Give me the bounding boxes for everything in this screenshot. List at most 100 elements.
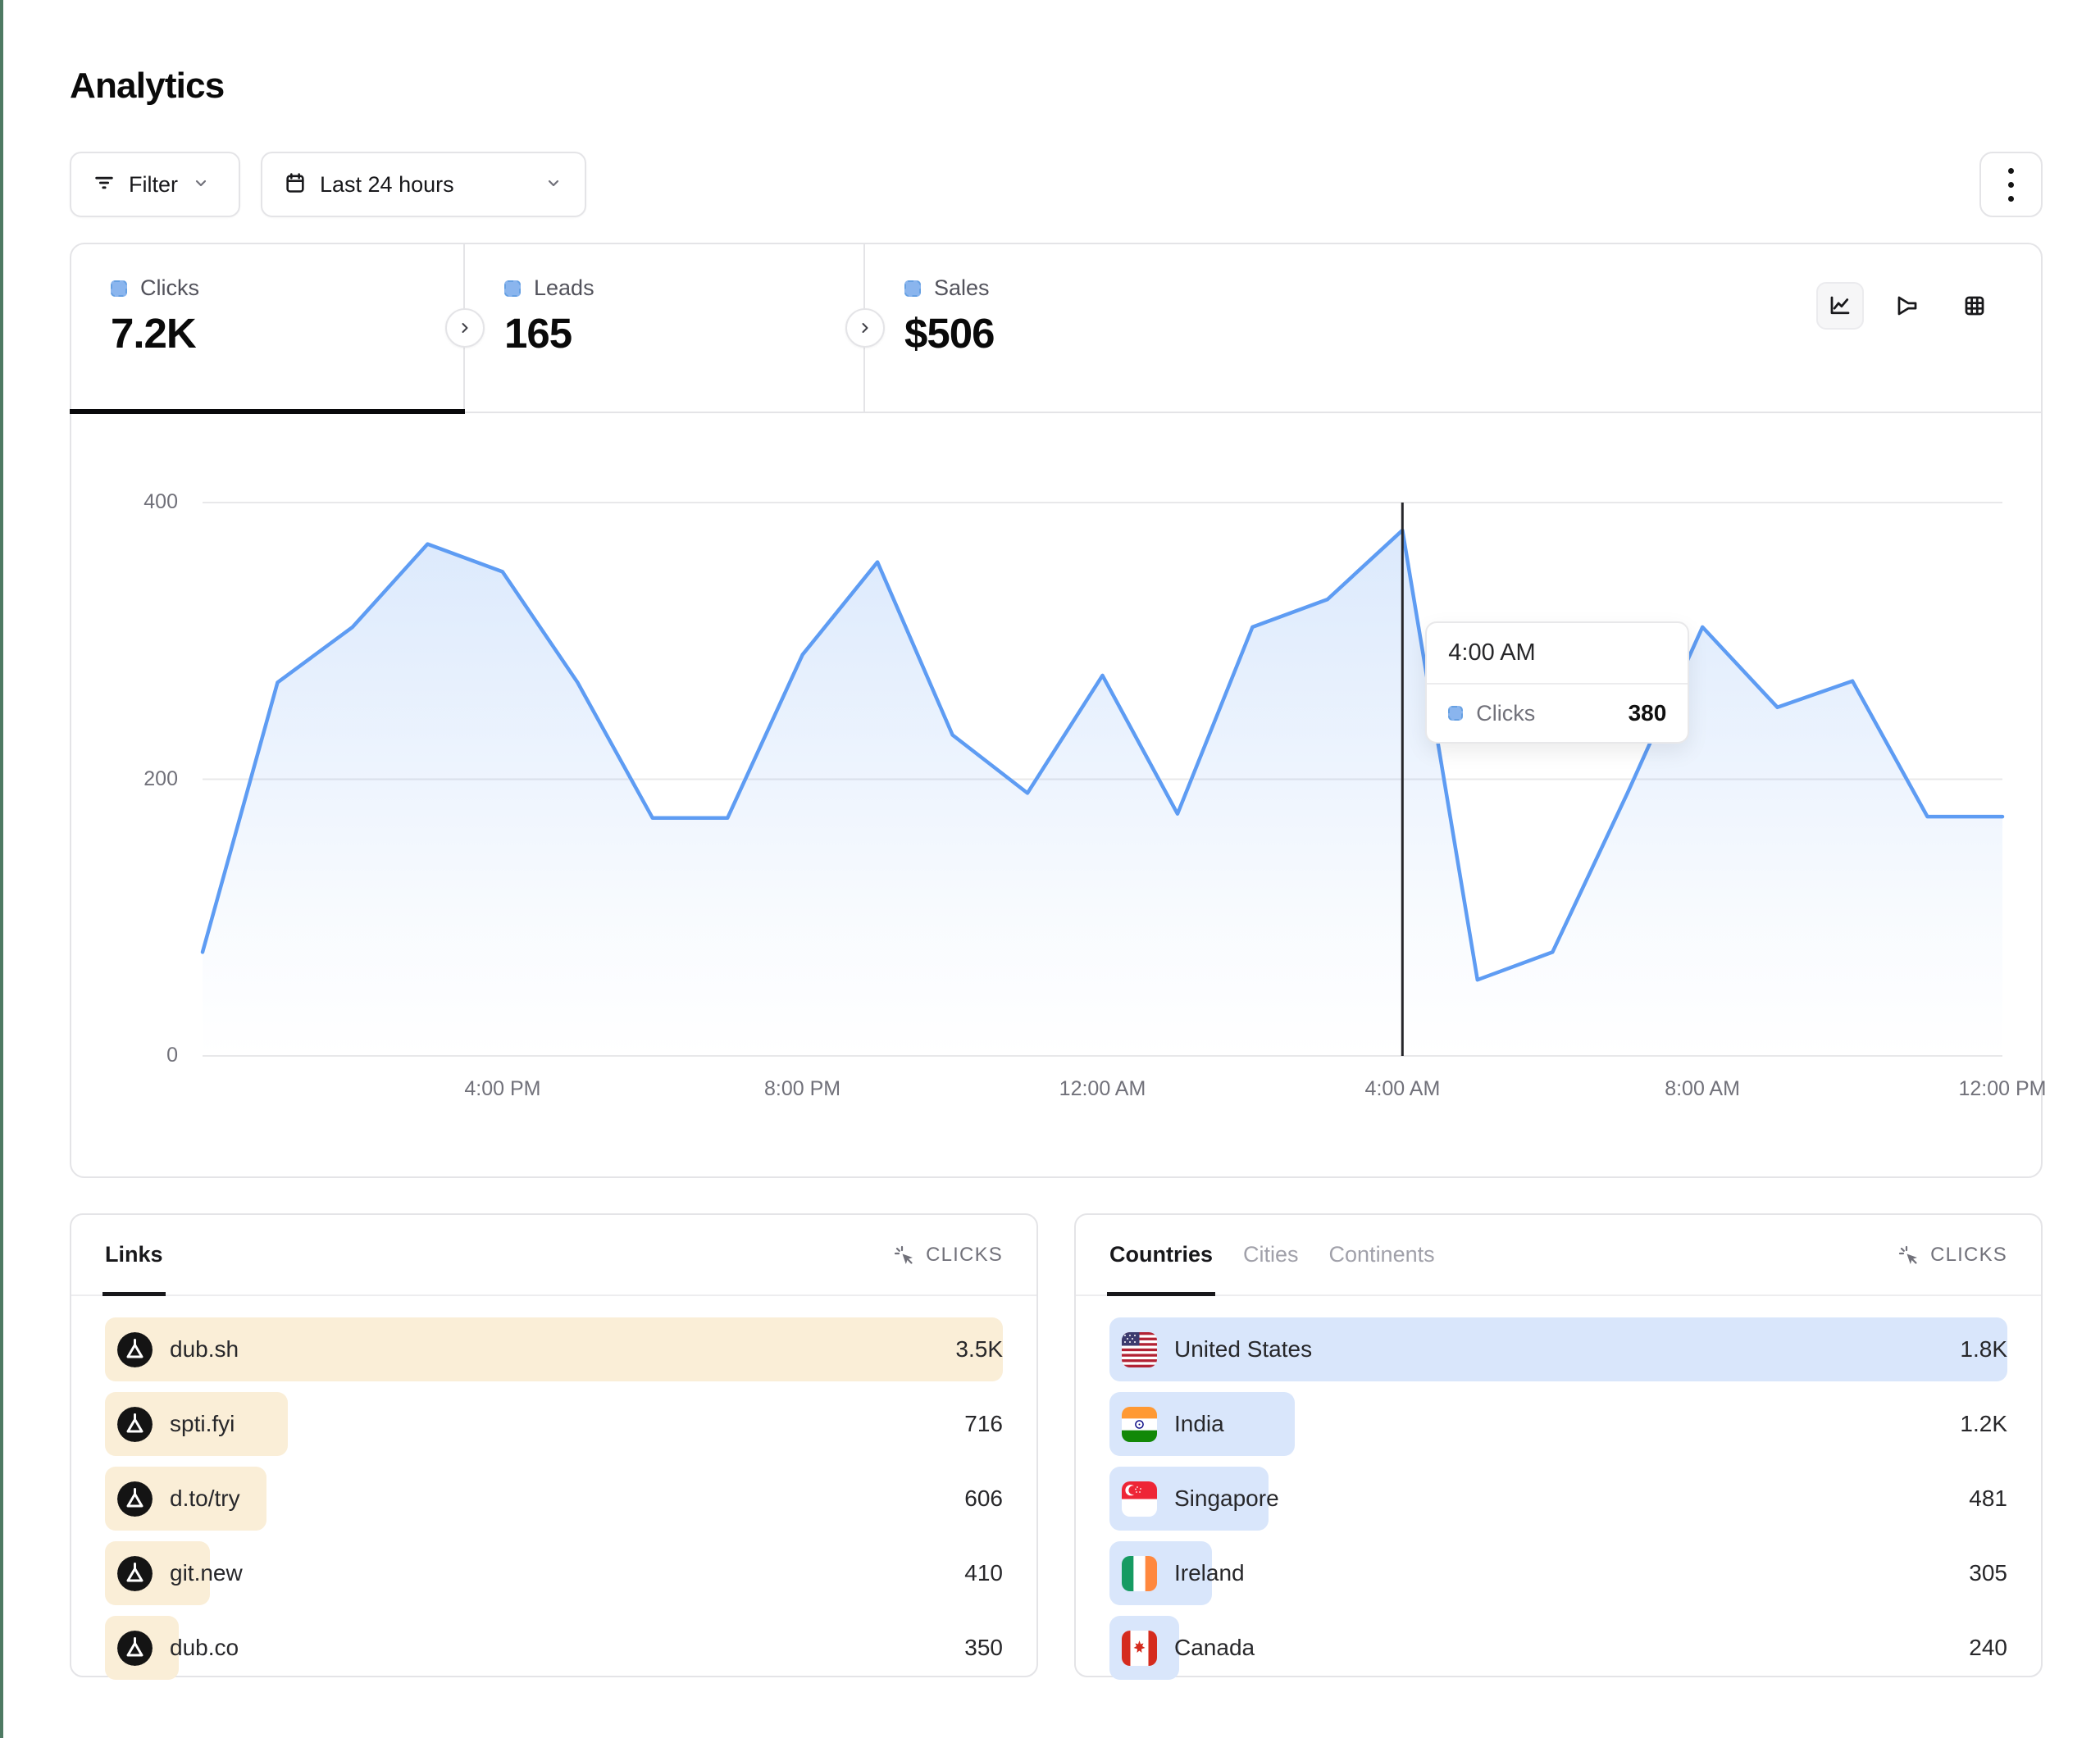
links-list: dub.sh 3.5K spti.fyi 716 d.to/try 606 git.new 4… (71, 1296, 1036, 1680)
line-chart-icon (1830, 296, 1850, 315)
dub-logo-icon (117, 1481, 153, 1517)
x-tick-label: 12:00 AM (1059, 1077, 1146, 1100)
countries-metric-selector[interactable]: CLICKS (1896, 1215, 2007, 1294)
row-label: India (1174, 1411, 1224, 1436)
analytics-card: Clicks 7.2K Leads 165 Sales $506 (70, 243, 2047, 1178)
expand-clicks-button[interactable] (445, 308, 485, 348)
grid-icon (1965, 296, 1984, 316)
list-item[interactable]: United States 1.8K (1109, 1317, 2007, 1381)
y-tick-label: 0 (166, 1044, 178, 1067)
list-item[interactable]: Ireland 305 (1109, 1541, 2007, 1605)
clicks-tab-label: Clicks (140, 275, 199, 300)
tab-links[interactable]: Links (102, 1215, 166, 1296)
chevron-down-icon (191, 173, 211, 197)
filter-button[interactable]: Filter (70, 152, 240, 217)
more-options-button[interactable] (1979, 152, 2043, 217)
list-item[interactable]: spti.fyi 716 (105, 1392, 1003, 1456)
links-panel: Links CLICKS dub.sh 3.5K spti.fyi 716 d.to/t… (70, 1213, 1038, 1680)
calendar-icon (284, 171, 307, 198)
countries-metric-label: CLICKS (1930, 1243, 2007, 1266)
stats-tabs-row: Clicks 7.2K Leads 165 Sales $506 (70, 244, 2041, 414)
kebab-dot (2008, 195, 2014, 202)
flag-icon (1122, 1555, 1157, 1591)
tab-clicks[interactable]: Clicks 7.2K (71, 244, 465, 412)
links-metric-selector[interactable]: CLICKS (891, 1215, 1003, 1294)
tab-leads[interactable]: Leads 165 (465, 244, 865, 412)
row-label: Ireland (1174, 1560, 1245, 1586)
countries-panel: Countries Cities Continents CLICKS Unite… (1074, 1213, 2043, 1680)
row-value: 481 (1969, 1485, 2007, 1511)
chart-plot[interactable] (200, 502, 2005, 1057)
row-label: git.new (170, 1560, 243, 1586)
active-tab-underline (70, 409, 465, 414)
dub-logo-icon (117, 1331, 153, 1367)
list-item[interactable]: dub.co 350 (105, 1616, 1003, 1680)
list-item[interactable]: Singapore 481 (1109, 1467, 2007, 1531)
y-tick-label: 200 (143, 767, 178, 790)
countries-list: United States 1.8K India 1.2K Singapore 481 Ir… (1076, 1296, 2041, 1680)
y-tick-label: 400 (143, 490, 178, 513)
cursor-click-icon (894, 1245, 913, 1264)
clicks-chart: 0 200 400 4:00 PM 8:00 PM 12:00 AM 4:00 AM 8:0… (71, 412, 2046, 1176)
row-value: 1.2K (1960, 1411, 2007, 1436)
funnel-view-button[interactable] (1884, 282, 1931, 330)
dub-logo-icon (117, 1630, 153, 1666)
chevron-right-icon (862, 323, 868, 333)
dub-logo-icon (117, 1630, 153, 1666)
tooltip-value: 380 (1628, 700, 1667, 726)
leads-color-swatch (504, 280, 521, 297)
dub-logo-icon (117, 1406, 153, 1442)
clicks-value: 7.2K (111, 310, 197, 357)
dub-logo-icon (117, 1331, 153, 1367)
row-value: 240 (1969, 1635, 2007, 1660)
list-item[interactable]: dub.sh 3.5K (105, 1317, 1003, 1381)
sales-tab-label: Sales (934, 275, 990, 300)
row-value: 3.5K (955, 1336, 1003, 1362)
links-metric-label: CLICKS (926, 1243, 1003, 1266)
tab-countries[interactable]: Countries (1106, 1215, 1216, 1296)
row-label: d.to/try (170, 1485, 240, 1511)
tab-cities[interactable]: Cities (1243, 1242, 1299, 1267)
flag-icon (1122, 1406, 1157, 1442)
series-color-swatch (1448, 706, 1464, 721)
kebab-dot (2008, 181, 2014, 188)
filter-icon (93, 171, 116, 198)
tab-sales[interactable]: Sales $506 (865, 244, 2041, 412)
expand-leads-button[interactable] (845, 308, 885, 348)
row-value: 716 (964, 1411, 1003, 1436)
flag-icon (1122, 1630, 1157, 1666)
list-item[interactable]: d.to/try 606 (105, 1467, 1003, 1531)
table-view-button[interactable] (1951, 282, 1998, 330)
tab-continents[interactable]: Continents (1328, 1242, 1435, 1267)
dub-logo-icon (117, 1406, 153, 1442)
chart-tooltip: 4:00 AM Clicks 380 (1425, 621, 1690, 744)
window-edge-accent (0, 0, 3, 1738)
row-value: 410 (964, 1560, 1003, 1586)
value-bar (105, 1317, 1003, 1381)
flag-icon (1122, 1331, 1157, 1367)
dub-logo-icon (117, 1555, 153, 1591)
date-range-button[interactable]: Last 24 hours (261, 152, 586, 217)
flag-singapore (1122, 1481, 1157, 1517)
flag-canada (1122, 1630, 1157, 1666)
flag-icon (1122, 1481, 1157, 1517)
chart-mode-group (1816, 282, 1998, 330)
line-chart-view-button[interactable] (1816, 282, 1864, 330)
tooltip-series-label: Clicks (1476, 700, 1536, 726)
row-label: dub.co (170, 1635, 239, 1660)
x-tick-label: 8:00 AM (1665, 1077, 1740, 1100)
row-label: Singapore (1174, 1485, 1279, 1511)
row-label: dub.sh (170, 1336, 239, 1362)
list-item[interactable]: India 1.2K (1109, 1392, 2007, 1456)
filter-button-label: Filter (129, 171, 178, 197)
row-label: spti.fyi (170, 1411, 235, 1436)
funnel-icon (1897, 296, 1917, 316)
row-value: 1.8K (1960, 1336, 2007, 1362)
list-item[interactable]: git.new 410 (105, 1541, 1003, 1605)
row-label: Canada (1174, 1635, 1255, 1660)
x-tick-label: 4:00 AM (1364, 1077, 1441, 1100)
list-item[interactable]: Canada 240 (1109, 1616, 2007, 1680)
kebab-dot (2008, 167, 2014, 174)
value-bar (1109, 1317, 2007, 1381)
flag-united-states (1122, 1331, 1157, 1367)
